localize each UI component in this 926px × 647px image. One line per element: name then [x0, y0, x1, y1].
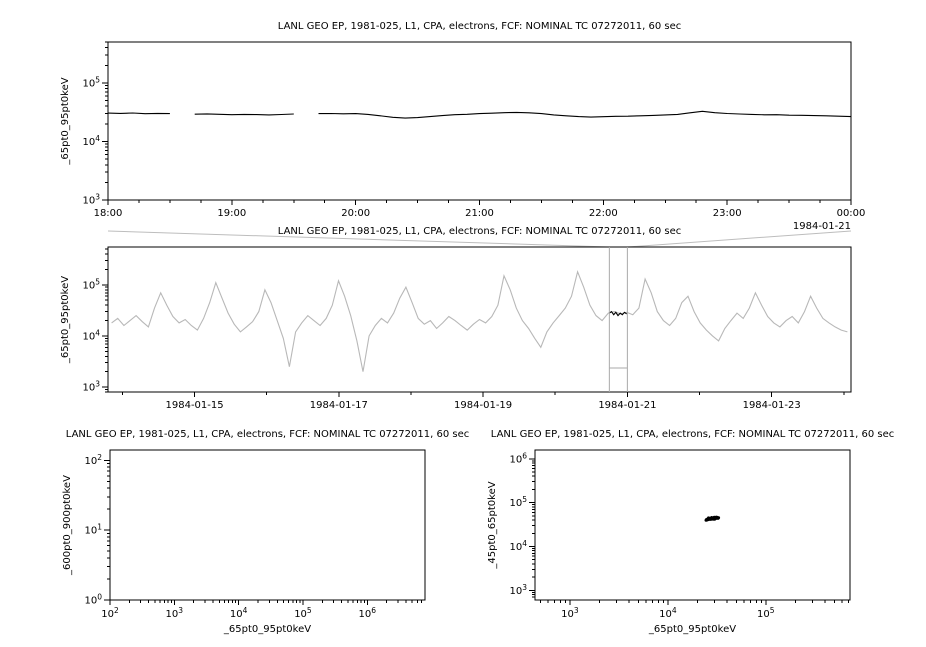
y-tick-label: 101 [84, 523, 102, 537]
x-tick-label: 106 [359, 606, 377, 620]
scatter-point [705, 518, 708, 521]
panel-title: LANL GEO EP, 1981-025, L1, CPA, electron… [66, 429, 469, 440]
x-axis-label: _65pt0_95pt0keV [648, 624, 736, 635]
x-tick-label: 105 [294, 606, 312, 620]
series-electrons-65-95keV-highlight [608, 310, 628, 317]
y-tick-label: 103 [509, 583, 527, 597]
x-tick-label: 103 [166, 606, 184, 620]
scatter-point [707, 516, 710, 520]
y-axis-label: _65pt0_95pt0keV [60, 276, 71, 364]
y-tick-label: 103 [82, 193, 100, 207]
plot-area[interactable] [109, 449, 426, 601]
y-tick-label: 103 [82, 380, 100, 394]
context-connector-left [107, 230, 610, 248]
x-tick-label: 19:00 [217, 208, 246, 219]
panel-title: LANL GEO EP, 1981-025, L1, CPA, electron… [278, 21, 681, 32]
plot-area[interactable] [534, 449, 851, 601]
y-tick-label: 104 [509, 539, 527, 553]
x-tick-label: 1984-01-15 [166, 400, 224, 411]
panel-overview: LANL GEO EP, 1981-025, L1, CPA, electron… [60, 226, 852, 411]
y-tick-label: 105 [82, 75, 100, 89]
scatter-point [714, 515, 718, 519]
series-electrons-65-95keV-detail [107, 110, 852, 119]
y-axis-label: _65pt0_95pt0keV [60, 77, 71, 165]
y-tick-label: 100 [84, 593, 102, 607]
y-tick-label: 105 [509, 495, 527, 509]
x-tick-label: 18:00 [94, 208, 123, 219]
x-tick-label: 104 [230, 606, 248, 620]
y-tick-label: 106 [509, 451, 527, 465]
x-tick-label: 1984-01-17 [310, 400, 368, 411]
panel-title: LANL GEO EP, 1981-025, L1, CPA, electron… [278, 226, 681, 237]
x-tick-label: 1984-01-23 [743, 400, 801, 411]
x-tick-label: 20:00 [341, 208, 370, 219]
y-axis-label: _600pt0_900pt0keV [62, 475, 73, 576]
y-axis-label: _45pt0_65pt0keV [487, 481, 498, 569]
plot-area[interactable] [107, 41, 852, 201]
x-tick-label: 22:00 [589, 208, 618, 219]
context-overview-selection[interactable] [608, 247, 628, 392]
panel-detail: LANL GEO EP, 1981-025, L1, CPA, electron… [60, 21, 865, 232]
panel-scatter-left: LANL GEO EP, 1981-025, L1, CPA, electron… [62, 429, 469, 635]
series-electrons-65-95keV-context [111, 270, 848, 372]
x-tick-label: 23:00 [713, 208, 742, 219]
x-tick-label: 105 [757, 606, 775, 620]
x-axis-context-label: 1984-01-21 [793, 221, 851, 232]
x-tick-label: 103 [561, 606, 579, 620]
y-tick-label: 105 [82, 277, 100, 291]
x-tick-label: 00:00 [837, 208, 866, 219]
panel-scatter-right: LANL GEO EP, 1981-025, L1, CPA, electron… [487, 429, 894, 635]
plot-area[interactable] [107, 246, 852, 393]
x-tick-label: 104 [659, 606, 677, 620]
context-connector-right [627, 230, 852, 248]
x-tick-label: 21:00 [465, 208, 494, 219]
x-tick-label: 1984-01-19 [454, 400, 512, 411]
y-tick-label: 104 [82, 328, 100, 342]
scatter-point [710, 516, 714, 519]
context-connectors [107, 230, 852, 248]
x-tick-label: 102 [101, 606, 119, 620]
y-tick-label: 102 [84, 453, 102, 467]
x-axis-label: _65pt0_95pt0keV [223, 624, 311, 635]
y-tick-label: 104 [82, 134, 100, 148]
panel-title: LANL GEO EP, 1981-025, L1, CPA, electron… [491, 429, 894, 440]
x-tick-label: 1984-01-21 [598, 400, 656, 411]
series-scatter-45-65-vs-65-95 [704, 515, 721, 522]
